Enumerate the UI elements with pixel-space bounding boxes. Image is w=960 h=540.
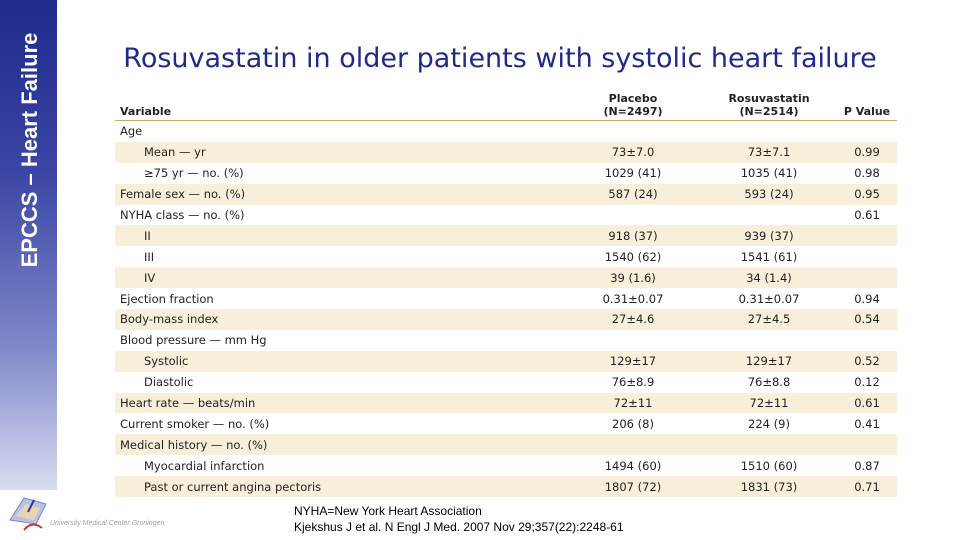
table-row: Age — [115, 121, 897, 142]
cell-variable: ≥75 yr — no. (%) — [144, 166, 244, 181]
cell-rosuvastatin: 73±7.1 — [747, 145, 791, 160]
table-row: Body-mass index 27±4.6 27±4.5 0.54 — [115, 309, 897, 330]
cell-placebo: 587 (24) — [608, 187, 658, 202]
table-row: III 1540 (62) 1541 (61) — [115, 246, 897, 267]
cell-pvalue: 0.98 — [854, 166, 880, 181]
cell-variable: Blood pressure — mm Hg — [120, 333, 267, 348]
cell-variable: Past or current angina pectoris — [144, 479, 322, 494]
footnote-citation: Kjekshus J et al. N Engl J Med. 2007 Nov… — [294, 520, 624, 534]
cell-placebo: 918 (37) — [608, 228, 658, 243]
cell-variable: Medical history — no. (%) — [120, 437, 268, 452]
header-variable: Variable — [120, 105, 172, 118]
cell-pvalue: 0.94 — [854, 291, 880, 306]
table-row: Myocardial infarction 1494 (60) 1510 (60) 0… — [115, 455, 897, 476]
cell-variable: Current smoker — no. (%) — [120, 416, 270, 431]
header-placebo-n: (N=2497) — [603, 105, 663, 118]
table-body: Age Mean — yr 73±7.0 73±7.1 0.99 ≥75 yr — no.… — [115, 121, 897, 498]
table-row: Diastolic 76±8.9 76±8.8 0.12 — [115, 372, 897, 393]
cell-placebo: 39 (1.6) — [610, 270, 656, 285]
cell-variable: Systolic — [144, 354, 189, 369]
cell-pvalue: 0.61 — [854, 208, 880, 222]
cell-rosuvastatin: 593 (24) — [744, 187, 794, 202]
header-rosuvastatin-n: (N=2514) — [739, 105, 799, 118]
cell-placebo: 206 (8) — [612, 416, 654, 431]
cell-variable: Ejection fraction — [120, 291, 214, 306]
slide-title: Rosuvastatin in older patients with syst… — [123, 43, 877, 74]
cell-rosuvastatin: 76±8.8 — [747, 375, 791, 390]
cell-variable: Diastolic — [144, 375, 194, 390]
cell-rosuvastatin: 0.31±0.07 — [738, 291, 800, 306]
cell-rosuvastatin: 34 (1.4) — [746, 270, 792, 285]
table-row: Heart rate — beats/min 72±11 72±11 0.61 — [115, 392, 897, 414]
cell-rosuvastatin: 939 (37) — [744, 228, 794, 243]
cell-placebo: 27±4.6 — [611, 312, 655, 327]
cell-pvalue: 0.54 — [854, 312, 880, 327]
header-placebo: Placebo (N=2497) — [565, 92, 701, 120]
cell-rosuvastatin: 1541 (61) — [740, 249, 798, 264]
cell-placebo: 1807 (72) — [604, 479, 662, 494]
header-rosuvastatin: Rosuvastatin (N=2514) — [701, 92, 837, 120]
cell-pvalue: 0.12 — [854, 375, 880, 390]
header-pvalue: P Value — [843, 105, 891, 118]
sidebar-banner: EPCCS – Heart Failure — [0, 0, 57, 490]
cell-placebo: 1494 (60) — [604, 458, 662, 473]
cell-variable: Body-mass index — [120, 312, 219, 327]
header-rosuvastatin-name: Rosuvastatin — [728, 92, 810, 105]
cell-variable: NYHA class — no. (%) — [120, 208, 245, 222]
cell-variable: III — [144, 249, 155, 264]
cell-pvalue: 0.41 — [854, 416, 880, 431]
header-placebo-name: Placebo — [608, 92, 658, 105]
footnote-abbreviation: NYHA=New York Heart Association — [294, 504, 482, 518]
logo-caption: University Medical Center Groningen — [50, 520, 165, 527]
cell-rosuvastatin: 1510 (60) — [740, 458, 798, 473]
cell-placebo: 76±8.9 — [611, 375, 655, 390]
cell-variable: II — [144, 228, 151, 243]
cell-variable: Female sex — no. (%) — [120, 187, 246, 202]
table-row: Ejection fraction 0.31±0.07 0.31±0.07 0.94 — [115, 288, 897, 309]
cell-variable: Mean — yr — [144, 145, 206, 160]
sidebar-label: EPCCS – Heart Failure — [17, 32, 42, 268]
cell-pvalue: 0.87 — [854, 458, 880, 473]
cell-placebo: 1540 (62) — [604, 249, 662, 264]
table-row: Medical history — no. (%) — [115, 434, 897, 456]
cell-pvalue: 0.61 — [854, 396, 880, 411]
table-row: Systolic 129±17 129±17 0.52 — [115, 350, 897, 372]
cell-pvalue: 0.99 — [854, 145, 880, 160]
table-row: II 918 (37) 939 (37) — [115, 225, 897, 247]
cell-pvalue: 0.71 — [854, 479, 880, 494]
table-row: ≥75 yr — no. (%) 1029 (41) 1035 (41) 0.98 — [115, 163, 897, 184]
table-header: Variable Placebo (N=2497) Rosuvastatin (… — [115, 89, 897, 121]
table-row: Past or current angina pectoris 1807 (72)… — [115, 476, 897, 498]
footnote: NYHA=New York Heart Association Kjekshus… — [294, 503, 624, 535]
cell-variable: Age — [120, 124, 143, 139]
table-row: NYHA class — no. (%) 0.61 — [115, 205, 897, 226]
cell-placebo: 73±7.0 — [611, 145, 655, 160]
cell-rosuvastatin: 1831 (73) — [740, 479, 798, 494]
cell-rosuvastatin: 1035 (41) — [740, 166, 798, 181]
umcg-logo-icon — [9, 497, 47, 531]
cell-pvalue: 0.52 — [854, 354, 880, 369]
cell-placebo: 129±17 — [609, 354, 657, 369]
cell-rosuvastatin: 129±17 — [745, 354, 793, 369]
cell-pvalue: 0.95 — [854, 187, 880, 202]
table-row: Female sex — no. (%) 587 (24) 593 (24) 0.95 — [115, 183, 897, 205]
cell-variable: Heart rate — beats/min — [120, 396, 256, 411]
cell-placebo: 0.31±0.07 — [602, 291, 664, 306]
cell-placebo: 1029 (41) — [604, 166, 662, 181]
cell-variable: IV — [144, 270, 156, 285]
cell-rosuvastatin: 27±4.5 — [747, 312, 791, 327]
table-row: IV 39 (1.6) 34 (1.4) — [115, 267, 897, 289]
cell-placebo: 72±11 — [613, 396, 653, 411]
cell-rosuvastatin: 72±11 — [749, 396, 789, 411]
table-row: Mean — yr 73±7.0 73±7.1 0.99 — [115, 141, 897, 163]
table-row: Blood pressure — mm Hg — [115, 330, 897, 351]
baseline-characteristics-table: Variable Placebo (N=2497) Rosuvastatin (… — [115, 89, 897, 498]
cell-variable: Myocardial infarction — [144, 458, 265, 473]
cell-rosuvastatin: 224 (9) — [748, 416, 790, 431]
table-row: Current smoker — no. (%) 206 (8) 224 (9) 0.… — [115, 413, 897, 434]
